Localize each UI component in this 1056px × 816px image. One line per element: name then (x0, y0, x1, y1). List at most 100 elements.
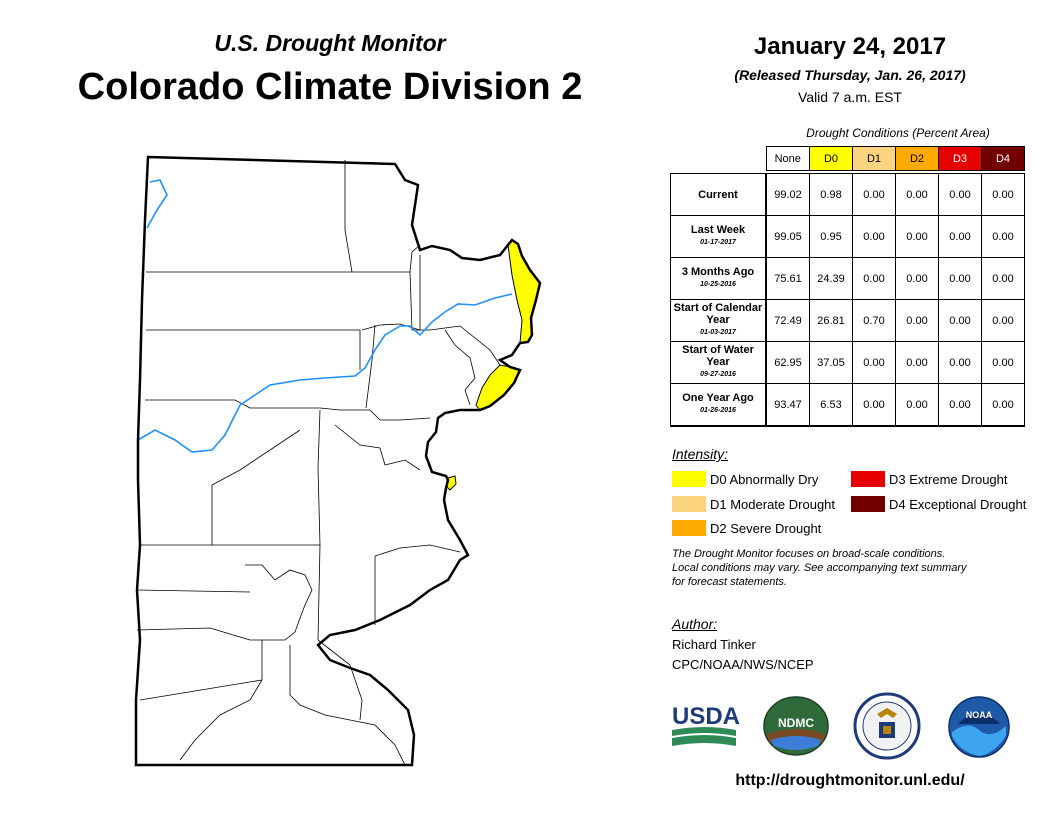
county-line (146, 244, 421, 273)
table-row: Start of Water Year 09-27-2016 62.95 37.05 0… (670, 341, 1025, 384)
table-cell: 0.00 (852, 173, 896, 216)
col-header-d4: D4 (981, 146, 1025, 171)
division-boundary (134, 155, 542, 767)
table-row: Current 99.02 0.98 0.00 0.00 0.00 0.00 (670, 173, 1025, 216)
map-subtitle: U.S. Drought Monitor (214, 30, 446, 56)
table-cell: 0.00 (981, 215, 1025, 258)
note-line: for forecast statements. (672, 576, 787, 588)
table-cell: 0.00 (895, 299, 939, 342)
disclaimer-note: The Drought Monitor focuses on broad-sca… (672, 547, 1022, 589)
county-line (289, 645, 406, 766)
col-header-d2: D2 (895, 146, 939, 171)
ndmc-logo: NDMC (763, 696, 829, 756)
website-link[interactable]: http://droughtmonitor.unl.edu/ (735, 772, 965, 789)
row-label: Last Week 01-17-2017 (670, 215, 767, 258)
legend-swatch (672, 520, 706, 536)
table-cell: 0.00 (981, 341, 1025, 384)
map-date: January 24, 2017 (753, 33, 947, 60)
col-header-d1: D1 (852, 146, 896, 171)
legend-label: D2 Severe Drought (710, 520, 822, 536)
table-cell: 0.00 (895, 257, 939, 300)
table-cell: 99.05 (765, 215, 810, 258)
legend-swatch (851, 496, 885, 512)
table-cell: 62.95 (765, 341, 810, 384)
county-line (365, 324, 376, 409)
d0-area-northeast (507, 239, 541, 344)
county-line (344, 160, 353, 273)
noaa-logo: NOAA (948, 696, 1010, 758)
table-cell: 0.00 (981, 257, 1025, 300)
table-cell: 37.05 (809, 341, 853, 384)
table-cell: 75.61 (765, 257, 810, 300)
legend-label: D0 Abnormally Dry (710, 471, 819, 487)
commerce-seal-logo (853, 692, 921, 760)
table-cell: 0.00 (981, 299, 1025, 342)
county-line (334, 424, 421, 471)
table-cell: 72.49 (765, 299, 810, 342)
table-cell: 0.95 (809, 215, 853, 258)
valid-time: Valid 7 a.m. EST (797, 89, 902, 105)
legend-item-d3: D3 Extreme Drought (851, 471, 1008, 487)
county-line (139, 679, 263, 701)
table-cell: 0.00 (938, 173, 982, 216)
col-header-d3: D3 (938, 146, 982, 171)
county-line (444, 329, 476, 406)
table-cell: 24.39 (809, 257, 853, 300)
row-label-text: 3 Months Ago (681, 266, 755, 278)
table-cell: 0.00 (938, 383, 982, 427)
col-header-none: None (765, 146, 810, 171)
table-cell: 6.53 (809, 383, 853, 427)
legend-label: D1 Moderate Drought (710, 496, 836, 512)
ndmc-logo-text: NDMC (778, 716, 814, 730)
county-line (136, 589, 251, 593)
county-line (317, 639, 363, 721)
row-label: Current (670, 173, 767, 216)
row-label: Start of Water Year 09-27-2016 (670, 341, 767, 384)
author-title: Author: (672, 616, 718, 632)
table-cell: 0.00 (895, 215, 939, 258)
county-line (374, 544, 461, 557)
table-row: Last Week 01-17-2017 99.05 0.95 0.00 0.00 0.00… (670, 215, 1025, 258)
row-label-text: Current (698, 188, 738, 201)
legend-label: D3 Extreme Drought (889, 471, 1008, 487)
table-header-row: None D0 D1 D2 D3 D4 (671, 146, 1025, 171)
table-cell: 0.00 (981, 383, 1025, 427)
row-date: 09-27-2016 (700, 371, 736, 378)
division-map (134, 155, 542, 767)
row-label-text: Start of Calendar Year (673, 302, 763, 326)
county-line (136, 627, 251, 641)
author-organization: CPC/NOAA/NWS/NCEP (672, 657, 814, 672)
legend-title: Intensity: (672, 446, 729, 462)
note-line: Local conditions may vary. See accompany… (672, 562, 967, 574)
conditions-table: None D0 D1 D2 D3 D4 Current 99.02 0.98 0.00… (670, 146, 1025, 427)
table-cell: 0.00 (981, 173, 1025, 216)
county-line (409, 271, 420, 331)
table-cell: 0.00 (938, 299, 982, 342)
table-cell: 99.02 (765, 173, 810, 216)
map-title: Colorado Climate Division 2 (77, 66, 583, 108)
river-main (137, 293, 513, 453)
release-date: (Released Thursday, Jan. 26, 2017) (734, 67, 966, 83)
table-caption: Drought Conditions (Percent Area) (806, 126, 990, 140)
table-row: Start of Calendar Year 01-03-2017 72.49 26.… (670, 299, 1025, 342)
legend-label: D4 Exceptional Drought (889, 496, 1027, 512)
table-cell: 26.81 (809, 299, 853, 342)
table-cell: 0.00 (852, 257, 896, 300)
row-label: Start of Calendar Year 01-03-2017 (670, 299, 767, 342)
county-line (145, 399, 431, 421)
table-cell: 0.00 (895, 383, 939, 427)
legend-item-d1: D1 Moderate Drought (672, 496, 835, 512)
table-cell: 0.00 (852, 383, 896, 427)
table-cell: 0.00 (938, 257, 982, 300)
row-date: 01-26-2016 (700, 407, 736, 414)
table-cell: 0.00 (938, 341, 982, 384)
county-line (211, 429, 301, 545)
row-label-text: Start of Water Year (682, 344, 754, 368)
table-cell: 0.00 (895, 173, 939, 216)
col-header-d0: D0 (809, 146, 853, 171)
legend-item-d2: D2 Severe Drought (672, 520, 821, 536)
table-cell: 0.98 (809, 173, 853, 216)
noaa-logo-text: NOAA (966, 710, 993, 720)
row-label-text: Last Week (690, 224, 746, 236)
d0-area-east (475, 364, 521, 411)
